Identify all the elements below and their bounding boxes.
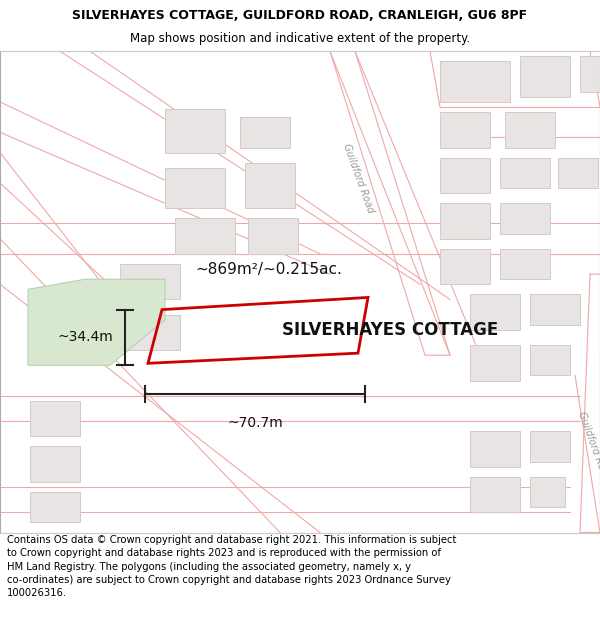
Text: SILVERHAYES COTTAGE, GUILDFORD ROAD, CRANLEIGH, GU6 8PF: SILVERHAYES COTTAGE, GUILDFORD ROAD, CRA…	[73, 9, 527, 22]
Polygon shape	[500, 249, 550, 279]
Text: Guildford Road: Guildford Road	[341, 142, 375, 214]
Polygon shape	[30, 492, 80, 522]
Polygon shape	[30, 446, 80, 482]
Polygon shape	[470, 345, 520, 381]
Polygon shape	[440, 203, 490, 239]
Polygon shape	[165, 168, 225, 208]
Polygon shape	[440, 112, 490, 148]
Polygon shape	[175, 218, 235, 254]
Polygon shape	[500, 203, 550, 234]
Polygon shape	[558, 158, 598, 188]
Polygon shape	[440, 249, 490, 284]
Text: Map shows position and indicative extent of the property.: Map shows position and indicative extent…	[130, 32, 470, 45]
Polygon shape	[120, 264, 180, 299]
Text: ~869m²/~0.215ac.: ~869m²/~0.215ac.	[195, 262, 342, 277]
Polygon shape	[530, 345, 570, 376]
Polygon shape	[505, 112, 555, 148]
Polygon shape	[240, 117, 290, 148]
Polygon shape	[245, 162, 295, 208]
Polygon shape	[530, 431, 570, 462]
Polygon shape	[30, 401, 80, 436]
Text: SILVERHAYES COTTAGE: SILVERHAYES COTTAGE	[282, 321, 498, 339]
Polygon shape	[500, 158, 550, 188]
Text: ~70.7m: ~70.7m	[227, 416, 283, 430]
Polygon shape	[165, 109, 225, 152]
Text: Contains OS data © Crown copyright and database right 2021. This information is : Contains OS data © Crown copyright and d…	[7, 535, 457, 598]
Polygon shape	[248, 218, 298, 254]
Text: Guildford Road: Guildford Road	[576, 411, 600, 482]
Polygon shape	[470, 477, 520, 512]
Polygon shape	[580, 56, 600, 92]
Polygon shape	[470, 431, 520, 467]
Polygon shape	[120, 314, 180, 350]
Polygon shape	[520, 56, 570, 97]
Polygon shape	[440, 61, 510, 102]
Text: ~34.4m: ~34.4m	[57, 331, 113, 344]
Polygon shape	[28, 279, 165, 366]
Polygon shape	[530, 294, 580, 325]
Polygon shape	[470, 294, 520, 330]
Polygon shape	[440, 158, 490, 193]
Polygon shape	[530, 477, 565, 507]
